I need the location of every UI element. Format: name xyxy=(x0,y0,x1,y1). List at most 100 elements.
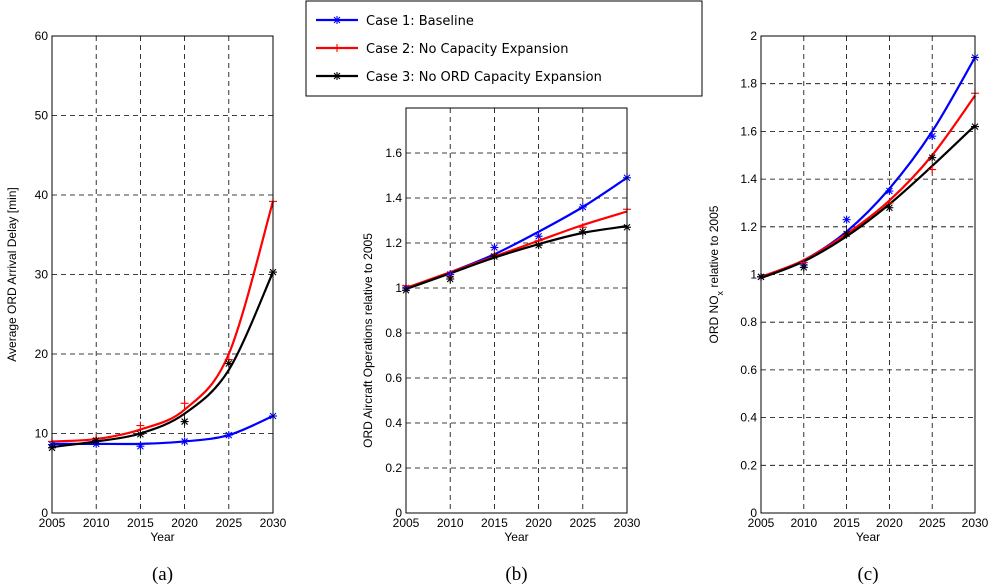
series-group xyxy=(402,173,631,295)
x-tick-label: 2030 xyxy=(614,516,641,530)
legend-entry: Case 3: No ORD Capacity Expansion xyxy=(316,70,602,85)
data-point-case-3 xyxy=(885,203,894,212)
y-tick-label: 0 xyxy=(395,506,402,520)
x-tick-label: 2025 xyxy=(919,516,946,530)
legend: Case 1: Baseline Case 2: No Capacity Expa… xyxy=(305,0,703,97)
y-tick-label: 0.6 xyxy=(740,363,757,377)
data-point-case-3 xyxy=(799,263,808,272)
y-tick-label: 1.8 xyxy=(740,77,757,91)
x-tick-label: 2010 xyxy=(437,516,464,530)
x-axis-label: Year xyxy=(856,530,880,544)
gridlines xyxy=(52,36,273,513)
data-point-case-2 xyxy=(928,165,937,174)
series-line-case-1 xyxy=(760,56,976,278)
data-point-case-2 xyxy=(136,421,145,430)
y-axis-label-main: ORD NO xyxy=(707,295,721,343)
x-tick-label: 2005 xyxy=(393,516,420,530)
x-tick-label: 2025 xyxy=(569,516,596,530)
y-tick-label: 0.6 xyxy=(385,371,402,385)
legend-label: Case 2: No Capacity Expansion xyxy=(366,42,568,57)
y-tick-label: 50 xyxy=(35,109,49,123)
data-point-case-1 xyxy=(180,437,189,446)
series-line-case-1 xyxy=(405,176,628,290)
data-point-case-3 xyxy=(534,241,543,250)
x-tick-label: 2010 xyxy=(790,516,817,530)
legend-marker xyxy=(333,16,341,24)
data-point-case-3 xyxy=(578,227,587,236)
data-point-case-1 xyxy=(578,203,587,211)
x-tick-label: 2015 xyxy=(127,516,154,530)
x-tick-label: 2015 xyxy=(833,516,860,530)
data-point-case-3 xyxy=(224,359,233,368)
gridlines xyxy=(761,36,975,513)
y-tick-label: 1.6 xyxy=(740,124,757,138)
y-tick-label: 0.4 xyxy=(740,411,757,425)
data-point-case-1 xyxy=(928,132,937,141)
series-line-case-2 xyxy=(51,201,275,443)
y-tick-label: 1.6 xyxy=(385,146,402,160)
x-tick-label: 2025 xyxy=(215,516,242,530)
y-tick-label: 0.8 xyxy=(385,326,402,340)
panel-a: 2005 2010 2015 2020 2025 20300102030405060Yea… xyxy=(5,29,287,585)
y-tick-label: 1 xyxy=(395,281,402,295)
x-tick-label: 2030 xyxy=(260,516,287,530)
data-point-case-3 xyxy=(928,153,937,162)
x-tick-label: 2005 xyxy=(39,516,66,530)
legend-label: Case 1: Baseline xyxy=(366,14,474,29)
series-line-case-3 xyxy=(51,271,275,449)
data-point-case-3 xyxy=(446,275,455,283)
data-point-case-1 xyxy=(224,431,233,440)
x-tick-label: 2005 xyxy=(748,516,775,530)
y-tick-label: 0 xyxy=(750,506,757,520)
y-tick-label: 0 xyxy=(41,506,48,520)
legend-marker xyxy=(333,44,341,52)
data-point-case-1 xyxy=(136,442,145,451)
legend-label: Case 3: No ORD Capacity Expansion xyxy=(366,70,602,85)
x-tick-label: 2020 xyxy=(525,516,552,530)
series-group xyxy=(48,197,277,452)
data-point-case-3 xyxy=(180,417,189,426)
series-line-case-3 xyxy=(405,225,628,291)
x-tick-label: 2015 xyxy=(481,516,508,530)
series-line-case-2 xyxy=(760,94,976,278)
data-point-case-1 xyxy=(885,187,894,196)
panel-caption: (b) xyxy=(505,564,527,585)
data-point-case-3 xyxy=(92,436,101,445)
panel-caption: (a) xyxy=(152,564,173,585)
panel-caption: (c) xyxy=(857,564,878,585)
y-tick-label: 1 xyxy=(750,268,757,282)
legend-box xyxy=(305,0,703,97)
y-tick-label: 1.4 xyxy=(740,172,757,186)
x-tick-label: 2010 xyxy=(83,516,110,530)
y-axis-label-main: ORD Aircraft Operations relative to 2005 xyxy=(361,233,375,448)
x-axis-label: Year xyxy=(150,530,174,544)
y-tick-label: 2 xyxy=(750,29,757,43)
y-tick-label: 0.8 xyxy=(740,315,757,329)
x-axis-label: Year xyxy=(504,530,528,544)
y-axis-label-rest: relative to 2005 xyxy=(707,205,721,291)
gridlines xyxy=(406,108,627,513)
data-point-case-3 xyxy=(136,430,145,439)
data-point-case-3 xyxy=(490,252,499,261)
y-tick-label: 1.2 xyxy=(740,220,757,234)
y-tick-label: 0.2 xyxy=(740,458,757,472)
y-tick-label: 60 xyxy=(35,29,49,43)
plot-frame xyxy=(760,35,976,514)
y-tick-label: 40 xyxy=(35,188,49,202)
plot-frame xyxy=(405,107,628,514)
y-axis-label: Average ORD Arrival Delay [min] xyxy=(5,187,19,362)
panel-b: 2005 2010 2015 2020 2025 2030 0 0.2 0.4 0.6 0.8 1 1.… xyxy=(361,107,641,585)
legend-entry: Case 2: No Capacity Expansion xyxy=(316,42,568,57)
x-tick-label: 2020 xyxy=(876,516,903,530)
y-tick-label: 0.2 xyxy=(385,461,402,475)
y-tick-label: 0.4 xyxy=(385,416,402,430)
data-point-case-2 xyxy=(180,399,189,408)
y-tick-label: 30 xyxy=(35,268,49,282)
plot-frame xyxy=(51,35,274,514)
y-tick-label: 1.2 xyxy=(385,236,402,250)
data-point-case-3 xyxy=(842,229,851,238)
y-axis-label-subscript: x xyxy=(715,290,725,295)
legend-entry: Case 1: Baseline xyxy=(316,14,474,29)
legend-marker xyxy=(333,72,341,80)
